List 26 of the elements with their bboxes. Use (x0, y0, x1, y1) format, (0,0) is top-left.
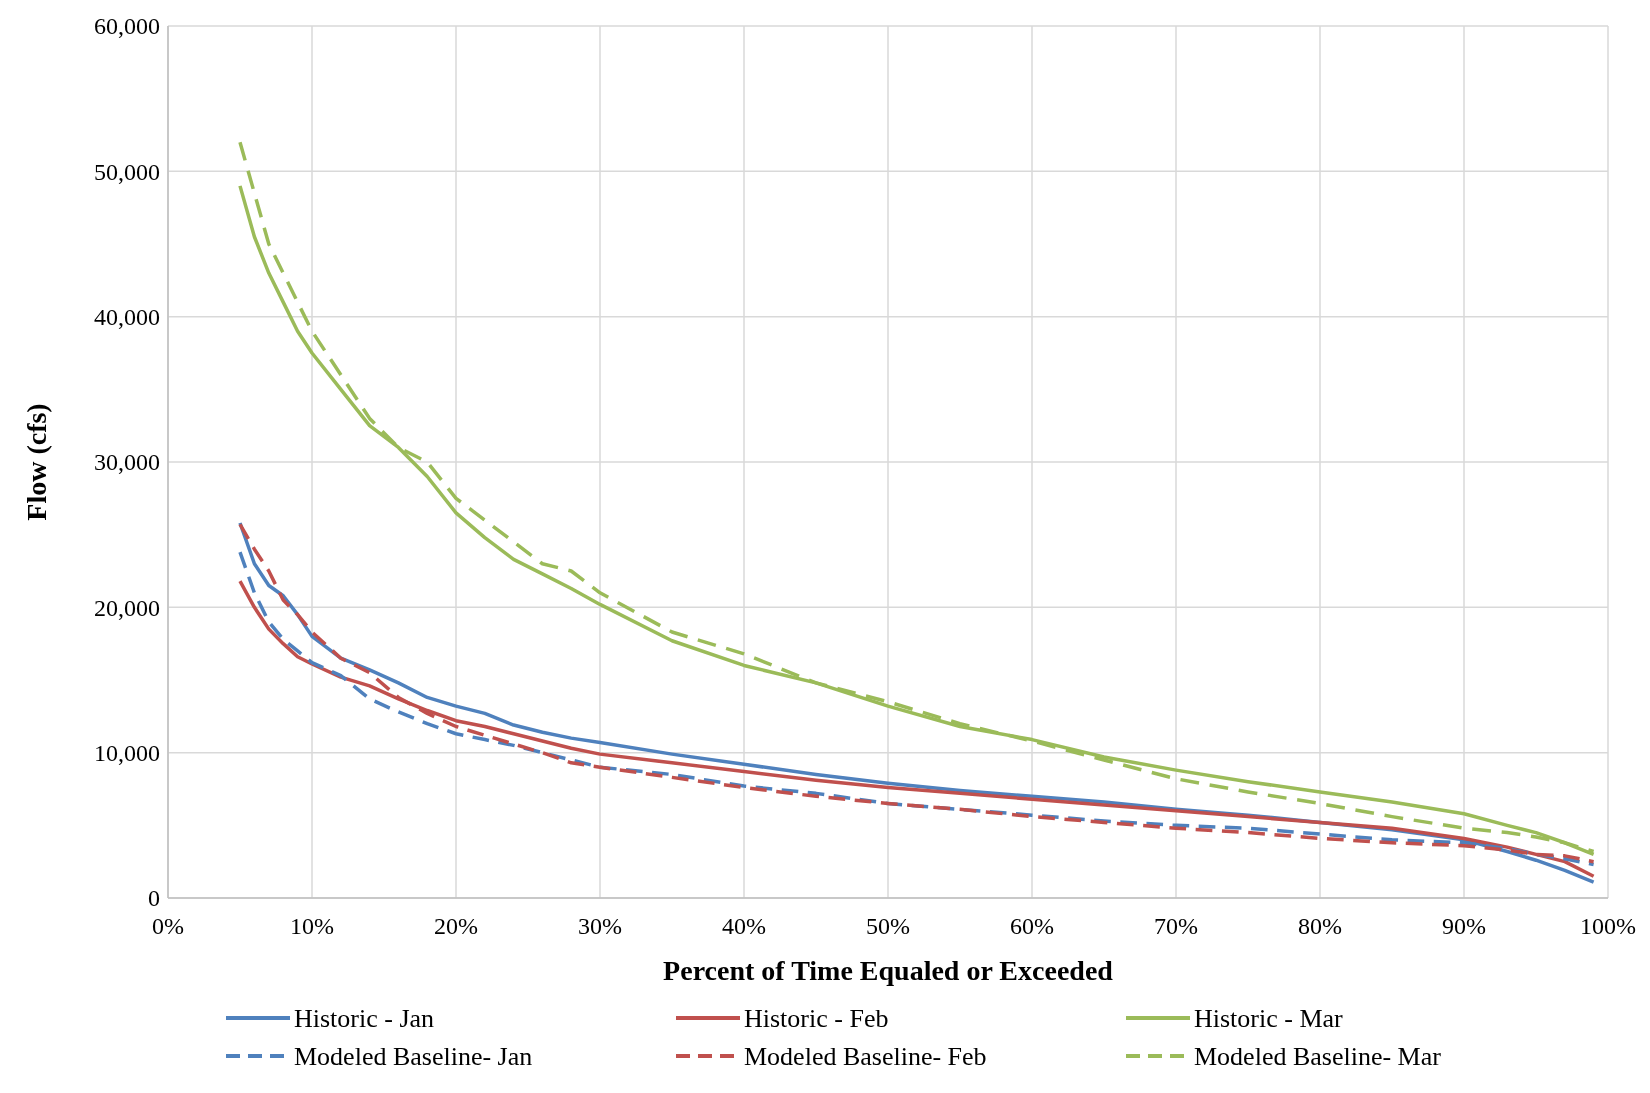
y-tick-label: 60,000 (94, 13, 160, 40)
y-tick-label: 50,000 (94, 158, 160, 185)
legend-label: Modeled Baseline- Jan (294, 1042, 533, 1072)
x-tick-label: 10% (290, 913, 334, 939)
x-tick-label: 20% (434, 913, 478, 939)
x-tick-label: 90% (1442, 913, 1486, 939)
x-tick-label: 80% (1298, 913, 1342, 939)
x-tick-label: 70% (1154, 913, 1198, 939)
x-tick-label: 60% (1010, 913, 1054, 939)
legend-label: Historic - Jan (294, 1004, 435, 1034)
y-axis-title: Flow (cfs) (21, 403, 52, 521)
x-tick-label: 50% (866, 913, 910, 939)
x-tick-label: 30% (578, 913, 622, 939)
y-tick-label: 10,000 (94, 740, 160, 767)
legend-label: Historic - Mar (1194, 1004, 1344, 1034)
legend-label: Modeled Baseline- Mar (1194, 1042, 1442, 1072)
legend-label: Historic - Feb (744, 1004, 889, 1034)
y-tick-label: 20,000 (94, 594, 160, 621)
legend-label: Modeled Baseline- Feb (744, 1042, 987, 1072)
x-axis-title: Percent of Time Equaled or Exceeded (663, 955, 1114, 986)
x-tick-label: 0% (152, 913, 184, 939)
x-tick-label: 100% (1580, 913, 1636, 939)
x-tick-label: 40% (722, 913, 766, 939)
y-tick-label: 30,000 (94, 449, 160, 476)
y-tick-label: 0 (148, 885, 160, 912)
y-tick-label: 40,000 (94, 304, 160, 331)
